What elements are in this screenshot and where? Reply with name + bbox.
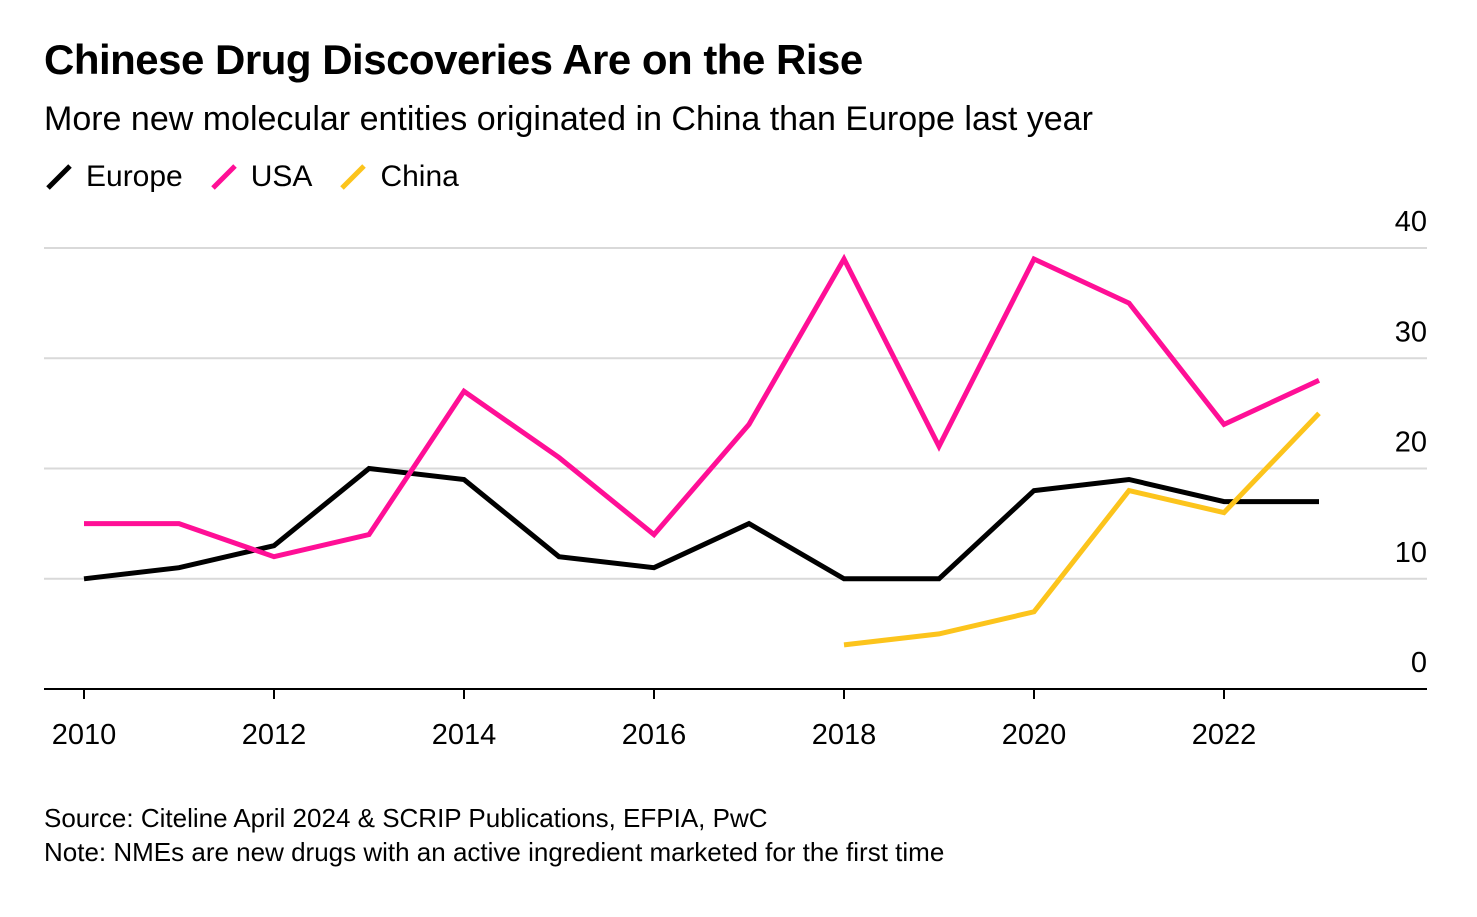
chart-title: Chinese Drug Discoveries Are on the Rise — [44, 36, 863, 83]
legend: Europe USA China — [44, 160, 485, 194]
legend-swatch-europe — [46, 164, 72, 190]
series-line-europe — [83, 465, 1319, 582]
legend-swatch-china — [340, 164, 367, 190]
y-tick-label-10: 10 — [1395, 537, 1427, 569]
legend-item-china: China — [338, 160, 459, 194]
x-tick-label-2018: 2018 — [812, 719, 877, 751]
legend-label-china: China — [380, 160, 459, 193]
y-tick-label-0: 0 — [1411, 647, 1427, 679]
y-tick-label-40: 40 — [1395, 206, 1427, 238]
x-tick-label-2022: 2022 — [1192, 719, 1257, 751]
y-tick-label-20: 20 — [1395, 427, 1427, 459]
x-tick-label-2012: 2012 — [242, 719, 307, 751]
legend-item-europe: Europe — [44, 160, 183, 194]
x-tick-label-2010: 2010 — [52, 719, 117, 751]
legend-item-usa: USA — [209, 160, 313, 194]
axis-layer: 0 10 20 30 40 2010 2012 2014 2016 2018 2020 2022 — [44, 206, 1427, 751]
series-layer — [83, 253, 1321, 648]
chart-subtitle: More new molecular entities originated i… — [44, 100, 1093, 138]
series-line-usa — [84, 253, 1321, 560]
x-tick-label-2014: 2014 — [432, 719, 497, 751]
legend-swatch-usa — [210, 164, 237, 190]
grid-layer — [44, 247, 1427, 580]
x-tick-label-2016: 2016 — [622, 719, 687, 751]
series-line-china — [843, 411, 1321, 648]
y-tick-label-30: 30 — [1395, 316, 1427, 348]
legend-label-usa: USA — [250, 160, 313, 193]
chart-note: Note: NMEs are new drugs with an active … — [44, 837, 945, 867]
chart-source: Source: Citeline April 2024 & SCRIP Publ… — [44, 803, 768, 833]
x-tick-label-2020: 2020 — [1002, 719, 1067, 751]
legend-label-europe: Europe — [86, 160, 183, 193]
